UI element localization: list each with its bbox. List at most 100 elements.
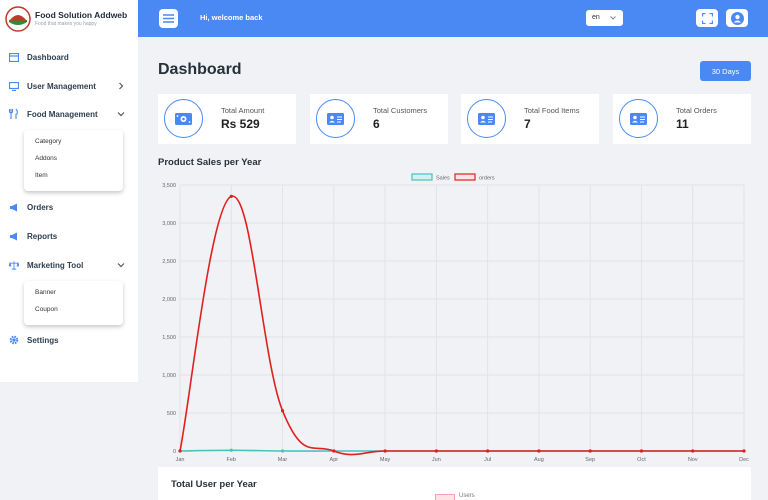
x-tick-label: Jun [432, 457, 441, 463]
monitor-icon [9, 81, 19, 91]
users-chart-title: Total User per Year [171, 479, 257, 490]
sidebar-item-marketing-tool[interactable]: Marketing Tool [0, 255, 138, 275]
language-value: en [592, 14, 600, 21]
y-tick-label: 2,500 [162, 259, 176, 265]
language-select[interactable]: en [586, 10, 623, 26]
y-tick-label: 3,000 [162, 221, 176, 227]
sidebar-item-label: Reports [27, 231, 58, 241]
sidebar-item-label: User Management [27, 81, 96, 91]
stat-value: 6 [373, 117, 380, 131]
y-tick-label: 1,000 [162, 373, 176, 379]
welcome-text: Hi, welcome back [200, 13, 263, 22]
fullscreen-icon [701, 12, 713, 24]
chevron-down-icon [117, 263, 125, 268]
stat-card-total-customers: Total Customers 6 [310, 94, 448, 144]
chevron-down-icon [610, 16, 616, 20]
submenu-item-banner[interactable]: Banner [35, 289, 56, 296]
legend-label: orders [479, 176, 495, 182]
data-point-orders [280, 409, 285, 413]
y-tick-label: 2,000 [162, 297, 176, 303]
id-card-icon [619, 99, 658, 138]
sidebar-item-user-management[interactable]: User Management [0, 76, 138, 96]
submenu-item-category[interactable]: Category [35, 138, 62, 145]
sales-chart: 0 500 1,000 1,500 2,000 2,500 3,000 3,500 Jan Feb… [158, 170, 768, 470]
x-tick-label: Jul [484, 457, 491, 463]
stat-label: Total Amount [221, 106, 265, 115]
fullscreen-button[interactable] [696, 9, 718, 27]
profile-button[interactable] [726, 9, 748, 27]
sidebar-item-orders[interactable]: Orders [0, 197, 138, 217]
submenu-item-coupon[interactable]: Coupon [35, 306, 58, 313]
id-card-icon [316, 99, 355, 138]
balance-scale-icon [9, 260, 19, 270]
menu-toggle-button[interactable] [159, 9, 178, 28]
stat-value: 7 [524, 117, 531, 131]
megaphone-icon [9, 231, 19, 241]
sidebar-item-label: Settings [27, 335, 59, 345]
data-point-orders [639, 449, 644, 453]
submenu-item-item[interactable]: Item [35, 172, 48, 179]
data-point-orders [178, 449, 182, 453]
users-chart-card: Total User per Year Users [158, 467, 751, 500]
x-tick-label: Aug [534, 457, 544, 463]
data-point-orders [537, 449, 541, 453]
data-point-orders [229, 194, 233, 198]
data-point-orders [691, 449, 695, 453]
hamburger-icon [163, 14, 174, 23]
sidebar-item-reports[interactable]: Reports [0, 226, 138, 246]
x-tick-label: Nov [688, 457, 698, 463]
stat-card-total-orders: Total Orders 11 [613, 94, 751, 144]
sidebar-item-label: Orders [27, 202, 54, 212]
food-submenu: Category Addons Item [24, 130, 123, 191]
megaphone-icon [9, 202, 19, 212]
submenu-item-addons[interactable]: Addons [35, 155, 58, 162]
x-tick-label: Sep [585, 457, 595, 463]
series-line-orders [179, 195, 744, 456]
legend-label: Sales [436, 176, 450, 182]
stat-label: Total Customers [373, 106, 428, 115]
id-card-icon [467, 99, 506, 138]
x-tick-label: Mar [278, 457, 288, 463]
legend-swatch [454, 173, 476, 181]
page-title: Dashboard [158, 61, 242, 78]
sidebar-item-dashboard[interactable]: Dashboard [0, 47, 138, 67]
sidebar-item-label: Dashboard [27, 52, 69, 62]
data-point-sales [280, 449, 285, 453]
chevron-down-icon [117, 112, 125, 117]
x-tick-label: Oct [637, 457, 646, 463]
brand[interactable]: Food Solution Addweb Food that makes you… [0, 0, 138, 38]
date-range-button[interactable]: 30 Days [700, 61, 751, 81]
gear-icon [9, 335, 19, 345]
chevron-right-icon [119, 82, 124, 90]
data-point-orders [332, 449, 336, 453]
users-legend-label: Users [459, 493, 475, 499]
sidebar: Food Solution Addweb Food that makes you… [0, 0, 138, 382]
brand-name: Food Solution Addweb [35, 10, 128, 21]
stat-card-total-food-items: Total Food Items 7 [461, 94, 599, 144]
sidebar-item-label: Marketing Tool [27, 260, 84, 270]
top-header: Hi, welcome back en [138, 0, 768, 37]
y-tick-label: 0 [173, 449, 176, 455]
stat-label: Total Food Items [524, 106, 580, 115]
legend-swatch [411, 173, 433, 181]
data-point-orders [486, 449, 490, 453]
sidebar-item-settings[interactable]: Settings [0, 330, 138, 350]
data-point-orders [434, 449, 438, 453]
x-tick-label: Apr [330, 457, 339, 463]
money-icon [164, 99, 203, 138]
y-tick-label: 1,500 [162, 335, 176, 341]
sales-chart-title: Product Sales per Year [158, 157, 262, 168]
sales-chart-svg: 0 500 1,000 1,500 2,000 2,500 3,000 3,500 Jan Feb… [162, 173, 749, 463]
x-tick-label: Jan [176, 457, 185, 463]
users-legend-swatch [435, 494, 455, 500]
sidebar-item-label: Food Management [27, 109, 98, 119]
y-tick-label: 500 [167, 411, 176, 417]
stat-value: Rs 529 [221, 117, 260, 131]
utensils-icon [9, 109, 19, 119]
user-circle-icon [730, 11, 744, 25]
x-tick-label: Dec [739, 457, 749, 463]
sidebar-item-food-management[interactable]: Food Management [0, 104, 138, 124]
stat-card-total-amount: Total Amount Rs 529 [158, 94, 296, 144]
y-tick-label: 3,500 [162, 183, 176, 189]
data-point-orders [742, 449, 746, 453]
